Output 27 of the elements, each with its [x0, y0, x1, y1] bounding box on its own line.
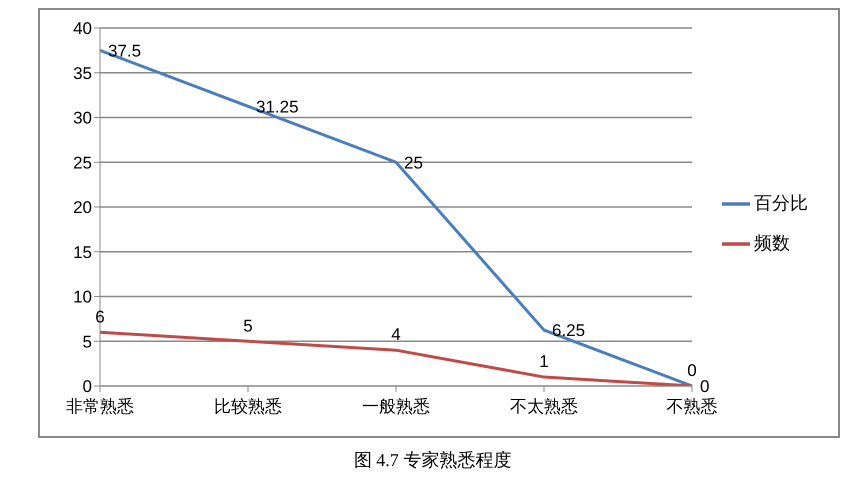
data-label: 6: [95, 307, 105, 326]
y-tick-label: 10: [73, 288, 92, 307]
data-label: 5: [243, 316, 253, 336]
data-label: 0: [687, 361, 697, 380]
data-label: 6.25: [552, 321, 586, 340]
y-tick-label: 25: [73, 153, 92, 172]
legend-label: 频数: [754, 233, 790, 253]
x-tick-label: 比较熟悉: [214, 397, 282, 416]
x-tick-label: 不太熟悉: [510, 397, 578, 416]
text: 图 4.7 专家熟悉程度: [352, 449, 512, 472]
y-tick-label: 40: [73, 19, 92, 38]
y-tick-label: 15: [73, 242, 92, 262]
x-tick-label: 非常熟悉: [66, 397, 134, 416]
data-label: 1: [539, 352, 549, 372]
y-tick-label: 20: [73, 198, 92, 218]
data-label: 25: [404, 153, 423, 172]
data-label: 4: [391, 325, 401, 344]
data-label: 0: [700, 377, 710, 396]
x-tick-label: 一般熟悉: [362, 397, 430, 416]
y-tick-label: 35: [73, 64, 92, 83]
y-tick-label: 5: [82, 332, 92, 352]
data-label: 31.25: [256, 97, 299, 116]
data-label: 37.5: [108, 41, 142, 60]
x-tick-label: 不熟悉: [666, 397, 718, 416]
y-tick-label: 0: [82, 377, 92, 396]
y-tick-label: 30: [73, 108, 92, 128]
legend-label: 百分比: [754, 193, 808, 213]
